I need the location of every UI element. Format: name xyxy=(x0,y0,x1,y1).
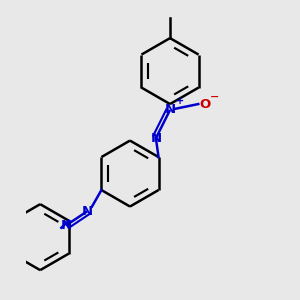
Text: N: N xyxy=(150,132,161,145)
Text: N: N xyxy=(82,205,93,218)
Text: N: N xyxy=(164,103,175,116)
Text: N: N xyxy=(61,219,72,232)
Text: O: O xyxy=(200,98,211,111)
Text: −: − xyxy=(210,92,220,102)
Text: +: + xyxy=(176,96,184,106)
